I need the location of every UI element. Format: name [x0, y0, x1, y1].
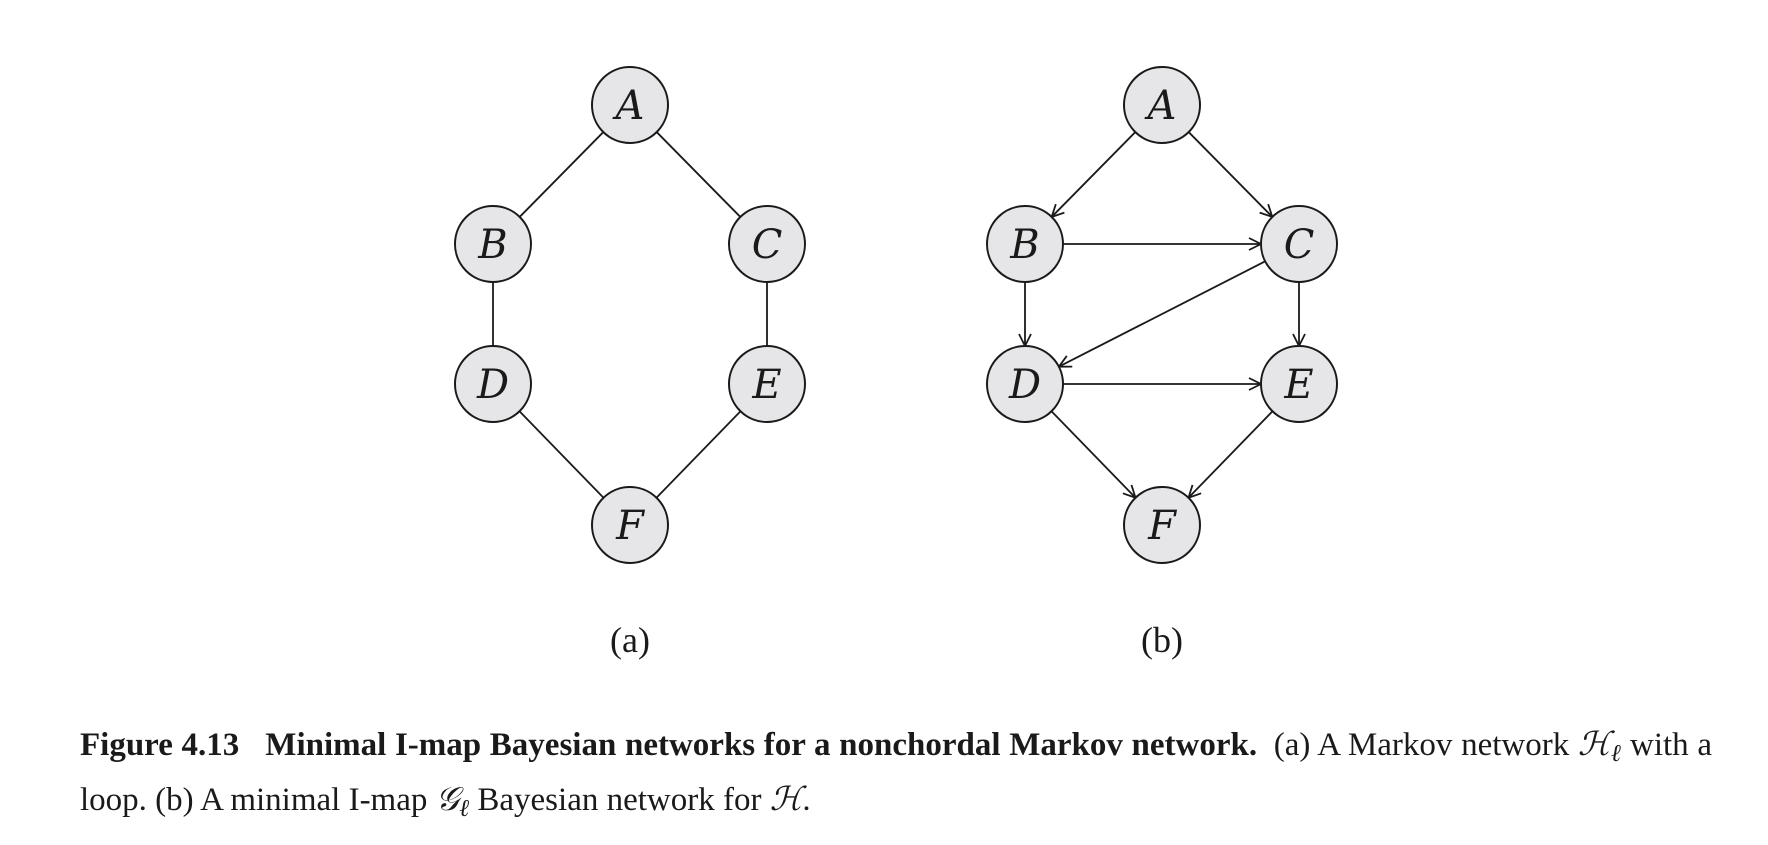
edge-b-c-d: [1059, 260, 1266, 366]
node-label: B: [477, 222, 507, 268]
node-circle: [1260, 205, 1338, 283]
node-a-d: D: [454, 345, 532, 423]
panel-a-edges: [492, 131, 768, 499]
panel-b: A B C D E F (b): [986, 66, 1338, 660]
node-circle: [728, 205, 806, 283]
node-label: E: [1283, 362, 1313, 408]
bayesian-network-symbol: 𝒢: [435, 782, 460, 818]
panel-a: A B C D E F (a): [454, 66, 806, 660]
node-circle: [454, 345, 532, 423]
node-circle: [591, 486, 669, 564]
edge-a-e-f: [655, 410, 742, 499]
node-b-c: C: [1260, 205, 1338, 283]
node-a-a: A: [591, 66, 669, 144]
node-b-d: D: [986, 345, 1064, 423]
node-circle: [986, 345, 1064, 423]
edge-b-a-c: [1188, 131, 1273, 217]
node-label: A: [1144, 83, 1177, 129]
node-circle: [1260, 345, 1338, 423]
node-label: B: [1009, 222, 1039, 268]
node-circle: [728, 345, 806, 423]
node-b-a: A: [1123, 66, 1201, 144]
bayesian-network-subscript: ℓ: [459, 796, 470, 822]
node-a-c: C: [728, 205, 806, 283]
node-b-e: E: [1260, 345, 1338, 423]
panel-a-label: (a): [610, 620, 650, 660]
markov-network-symbol: ℋ: [1577, 727, 1611, 763]
edge-b-d-f: [1050, 410, 1135, 497]
node-label: D: [476, 362, 509, 408]
edge-b-e-f: [1188, 410, 1274, 497]
node-b-f: F: [1123, 486, 1201, 564]
diagram-canvas: A B C D E F (a) A B C D E F (b): [454, 66, 1338, 660]
node-circle: [1123, 486, 1201, 564]
node-b-b: B: [986, 205, 1064, 283]
edge-a-a-b: [519, 131, 604, 218]
node-circle: [454, 205, 532, 283]
caption-text-2: with a loop. (b) A minimal I-map: [80, 727, 1712, 818]
panel-b-label: (b): [1141, 620, 1183, 660]
edge-b-a-b: [1052, 131, 1136, 217]
node-label: A: [612, 83, 645, 129]
figure-title: Minimal I-map Bayesian networks for a no…: [265, 727, 1258, 763]
node-label: C: [1284, 222, 1315, 268]
figure-number: Figure 4.13: [80, 727, 240, 763]
markov-network-symbol-2: ℋ: [769, 782, 803, 818]
node-circle: [1123, 66, 1201, 144]
node-circle: [591, 66, 669, 144]
node-label: F: [1147, 503, 1177, 549]
node-label: D: [1008, 362, 1041, 408]
node-a-b: B: [454, 205, 532, 283]
caption-text-1: (a) A Markov network: [1273, 727, 1578, 763]
edge-a-a-c: [656, 131, 741, 218]
caption-text-3: Bayesian network for: [469, 782, 770, 818]
markov-network-subscript: ℓ: [1610, 741, 1622, 767]
node-a-e: E: [728, 345, 806, 423]
node-circle: [986, 205, 1064, 283]
edge-a-d-f: [518, 410, 605, 499]
node-label: F: [615, 503, 645, 549]
panel-a-nodes: A B C D E F: [454, 66, 806, 564]
panel-b-nodes: A B C D E F: [986, 66, 1338, 564]
node-label: E: [751, 362, 781, 408]
node-a-f: F: [591, 486, 669, 564]
caption-text-4: .: [802, 782, 811, 818]
panel-b-edges: [1025, 131, 1299, 498]
node-label: C: [752, 222, 783, 268]
figure-caption: Figure 4.13 Minimal I-map Bayesian networ…: [80, 722, 1712, 832]
